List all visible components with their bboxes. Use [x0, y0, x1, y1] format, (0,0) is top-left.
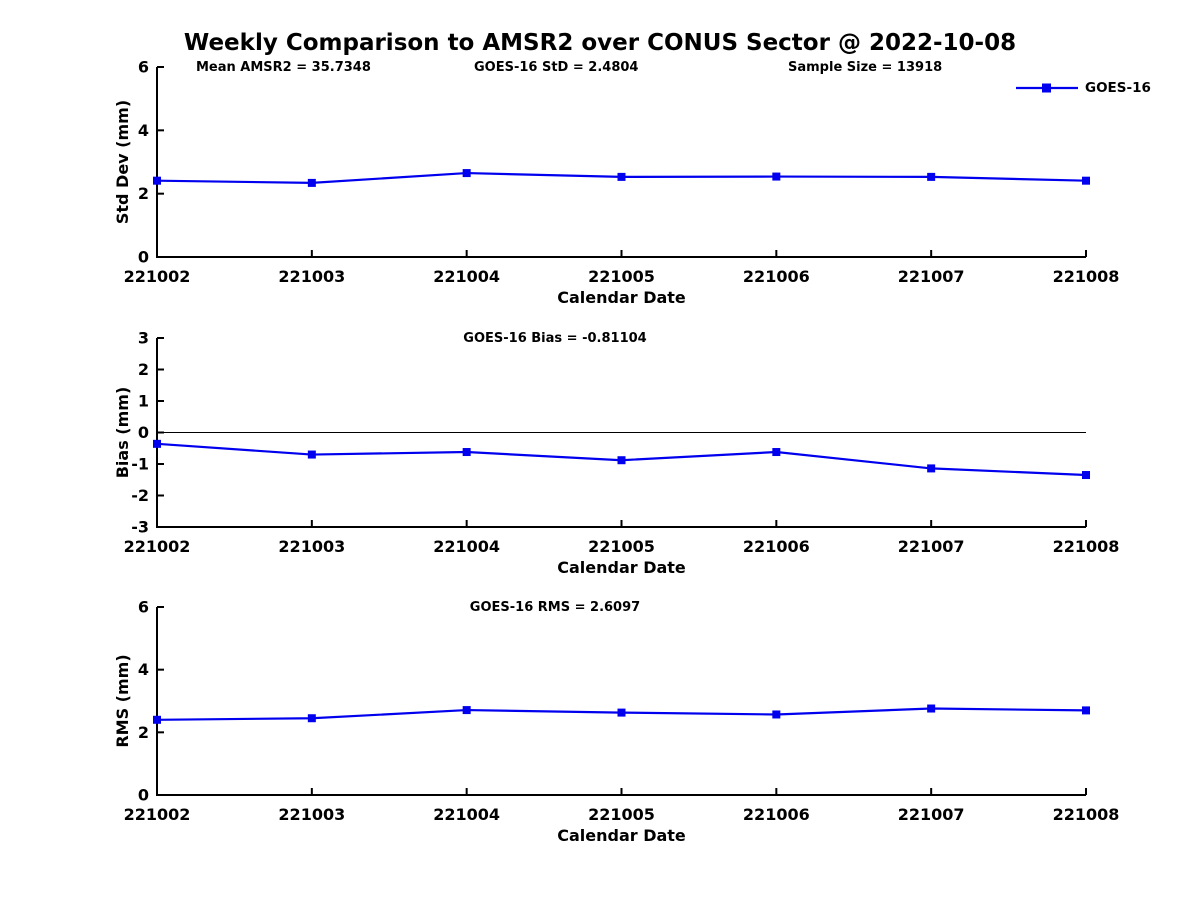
y-tick-label: 6: [138, 58, 149, 77]
chart-bias: -3 -2 -1 0 1 2 3 221002 221003 221004 221005 221006…: [113, 329, 1120, 578]
y-tick-label: -3: [131, 518, 149, 537]
x-tick-label: 221003: [278, 537, 345, 556]
data-point-marker: [153, 715, 161, 724]
data-point-marker: [307, 450, 316, 459]
y-tick-label: 4: [138, 660, 149, 679]
y-tick-label: 0: [138, 248, 149, 267]
data-point-marker: [617, 708, 626, 717]
data-point-marker: [153, 176, 161, 185]
data-point-marker: [772, 448, 781, 457]
data-point-marker: [772, 172, 781, 181]
y-tick-label: 4: [138, 121, 149, 140]
y-tick-label: 2: [138, 723, 149, 742]
data-point-marker: [1082, 471, 1090, 480]
legend: GOES-16: [1014, 79, 1151, 97]
x-axis-label: Calendar Date: [557, 826, 686, 845]
x-tick-label: 221004: [433, 267, 500, 286]
x-tick-label: 221007: [898, 267, 965, 286]
data-point-marker: [1082, 176, 1090, 185]
y-tick-label: 1: [138, 392, 149, 411]
data-point-marker: [927, 464, 936, 473]
x-tick-label: 221005: [588, 805, 655, 824]
y-axis-label: Bias (mm): [113, 387, 132, 479]
annotation-text: Sample Size = 13918: [788, 60, 942, 75]
x-tick-label: 221004: [433, 805, 500, 824]
y-tick-label: -2: [131, 486, 149, 505]
subplot-title: GOES-16 RMS = 2.6097: [470, 600, 640, 615]
x-tick-label: 221006: [743, 537, 810, 556]
x-tick-label: 221005: [588, 267, 655, 286]
legend-label: GOES-16: [1085, 80, 1151, 96]
y-tick-label: 6: [138, 598, 149, 617]
x-tick-label: 221007: [898, 537, 965, 556]
data-point-marker: [462, 169, 471, 178]
chart-stddev: 0 2 4 6 221002 221003 221004 221005 221006 221007…: [113, 58, 1120, 308]
data-point-marker: [772, 710, 781, 719]
y-tick-label: 3: [138, 329, 149, 348]
data-point-marker: [1082, 706, 1090, 715]
y-tick-label: 2: [138, 184, 149, 203]
x-tick-label: 221008: [1053, 805, 1120, 824]
x-tick-label: 221008: [1053, 537, 1120, 556]
x-tick-label: 221004: [433, 537, 500, 556]
x-axis-label: Calendar Date: [557, 288, 686, 307]
y-tick-label: 0: [138, 786, 149, 805]
data-point-marker: [307, 714, 316, 723]
x-tick-label: 221003: [278, 267, 345, 286]
data-point-marker: [927, 704, 936, 713]
data-point-marker: [617, 456, 626, 465]
y-axis-label: Std Dev (mm): [113, 100, 132, 224]
x-axis-label: Calendar Date: [557, 558, 686, 577]
x-tick-label: 221002: [124, 267, 191, 286]
x-tick-label: 221005: [588, 537, 655, 556]
x-tick-label: 221008: [1053, 267, 1120, 286]
annotation-text: Mean AMSR2 = 35.7348: [196, 60, 371, 75]
data-point-marker: [462, 706, 471, 715]
y-axis-label: RMS (mm): [113, 654, 132, 747]
subplot-title: GOES-16 Bias = -0.81104: [463, 331, 646, 346]
y-tick-label: 0: [138, 423, 149, 442]
x-tick-label: 221006: [743, 267, 810, 286]
x-tick-label: 221007: [898, 805, 965, 824]
figure-title: Weekly Comparison to AMSR2 over CONUS Se…: [183, 30, 1017, 56]
x-tick-label: 221002: [124, 537, 191, 556]
x-tick-label: 221006: [743, 805, 810, 824]
x-tick-label: 221003: [278, 805, 345, 824]
data-point-marker: [617, 172, 626, 181]
x-tick-label: 221002: [124, 805, 191, 824]
data-point-marker: [462, 448, 471, 457]
data-point-marker: [153, 439, 161, 448]
annotation-text: GOES-16 StD = 2.4804: [474, 60, 638, 75]
y-tick-label: 2: [138, 360, 149, 379]
legend-marker-icon: [1042, 83, 1051, 93]
y-tick-label: -1: [131, 455, 149, 474]
data-point-marker: [927, 172, 936, 181]
chart-rms: 0 2 4 6 221002 221003 221004 221005 221006 221007…: [113, 598, 1120, 846]
legend-line-sample: [1016, 83, 1078, 93]
data-point-marker: [307, 178, 316, 187]
